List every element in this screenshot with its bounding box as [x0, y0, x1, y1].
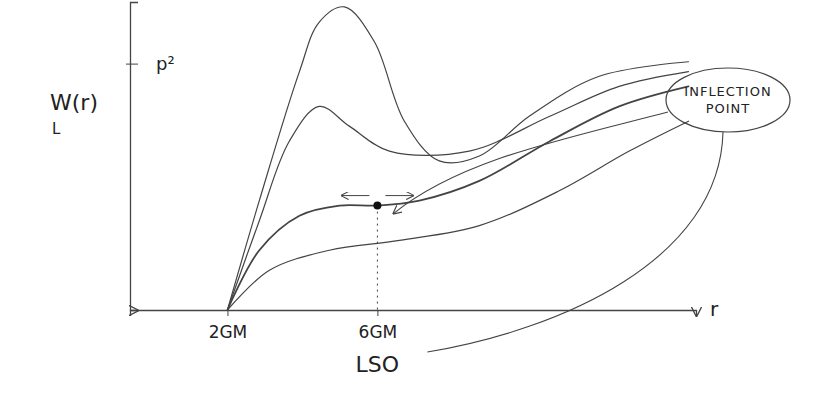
plot-area — [227, 7, 688, 310]
y-axis-title: W(r) — [50, 90, 98, 115]
y-tick: p² — [126, 53, 175, 74]
x-tick-mark — [227, 310, 228, 316]
x-tick-label: 6GM — [359, 322, 398, 342]
lso-label: LSO — [356, 352, 400, 377]
y-axis: p² — [126, 3, 175, 311]
x-tick: 2GM — [209, 310, 248, 342]
inflection-point — [373, 202, 381, 210]
annotation-arrows — [341, 68, 790, 352]
x-tick-label: 2GM — [209, 322, 248, 342]
potential-curve — [227, 7, 688, 310]
pointer-arrow — [393, 112, 668, 214]
chart: 2GM 6GM p² W(r) Lr INFLECTIONPOINT LSO — [0, 0, 834, 394]
x-tick: 6GM — [359, 310, 398, 342]
left-arrow — [341, 195, 369, 196]
x-axis: 2GM 6GM — [131, 310, 697, 342]
x-axis-line — [131, 311, 697, 317]
y-axis-title-subscript: L — [52, 120, 61, 138]
y-tick-label: p² — [156, 53, 175, 74]
annotation-text: INFLECTIONPOINT — [684, 84, 771, 116]
x-tick-mark — [377, 310, 378, 316]
x-axis-title: r — [710, 297, 719, 321]
potential-curve — [227, 72, 688, 310]
lso-link — [427, 132, 723, 352]
annotation-ellipse — [666, 68, 790, 132]
y-axis-line — [131, 3, 139, 311]
potential-curve — [227, 121, 688, 310]
y-tick-mark — [126, 64, 138, 65]
potential-curve — [227, 86, 688, 310]
inflection-drop-line — [377, 206, 378, 310]
right-arrow — [385, 195, 413, 196]
